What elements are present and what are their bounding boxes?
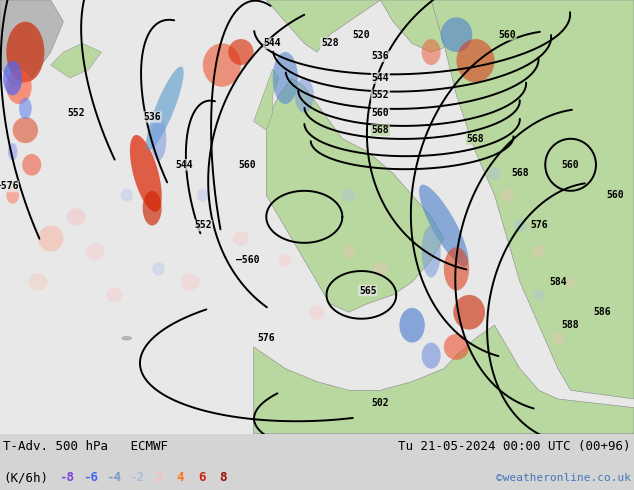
Ellipse shape bbox=[3, 61, 22, 96]
Text: 536: 536 bbox=[372, 51, 389, 61]
Text: 565: 565 bbox=[359, 286, 377, 295]
Ellipse shape bbox=[13, 117, 38, 143]
Ellipse shape bbox=[279, 254, 292, 267]
Ellipse shape bbox=[444, 247, 469, 291]
Ellipse shape bbox=[422, 39, 441, 65]
Ellipse shape bbox=[29, 273, 48, 291]
Polygon shape bbox=[254, 325, 634, 434]
Ellipse shape bbox=[233, 231, 249, 246]
Ellipse shape bbox=[130, 135, 162, 212]
Ellipse shape bbox=[197, 189, 209, 202]
Text: 552: 552 bbox=[372, 90, 389, 100]
Text: 560: 560 bbox=[372, 108, 389, 118]
Text: 528: 528 bbox=[321, 38, 339, 49]
Ellipse shape bbox=[19, 98, 32, 119]
Ellipse shape bbox=[342, 189, 355, 202]
Ellipse shape bbox=[533, 245, 545, 258]
Ellipse shape bbox=[120, 189, 133, 202]
Ellipse shape bbox=[143, 191, 162, 225]
Text: –576: –576 bbox=[0, 181, 18, 192]
Text: –560: –560 bbox=[235, 255, 259, 265]
Text: Tu 21-05-2024 00:00 UTC (00+96): Tu 21-05-2024 00:00 UTC (00+96) bbox=[398, 440, 631, 453]
Ellipse shape bbox=[6, 187, 19, 204]
Text: 544: 544 bbox=[372, 73, 389, 83]
Ellipse shape bbox=[228, 39, 254, 65]
Ellipse shape bbox=[38, 225, 63, 251]
Ellipse shape bbox=[419, 185, 469, 267]
Text: 6: 6 bbox=[198, 471, 205, 484]
Ellipse shape bbox=[456, 39, 495, 82]
Text: 2: 2 bbox=[155, 471, 162, 484]
Ellipse shape bbox=[488, 167, 501, 180]
Text: 568: 568 bbox=[372, 125, 389, 135]
Text: 568: 568 bbox=[467, 134, 484, 144]
Ellipse shape bbox=[342, 245, 355, 258]
Ellipse shape bbox=[6, 70, 32, 104]
Polygon shape bbox=[431, 0, 634, 399]
Text: 544: 544 bbox=[264, 38, 281, 49]
Ellipse shape bbox=[181, 273, 200, 291]
Text: 520: 520 bbox=[353, 30, 370, 40]
Text: (K/6h): (K/6h) bbox=[3, 471, 48, 484]
Ellipse shape bbox=[399, 308, 425, 343]
Text: 536: 536 bbox=[143, 112, 161, 122]
Ellipse shape bbox=[273, 52, 298, 104]
Ellipse shape bbox=[22, 154, 41, 175]
Polygon shape bbox=[254, 70, 279, 130]
Ellipse shape bbox=[552, 332, 564, 345]
Ellipse shape bbox=[422, 343, 441, 368]
Polygon shape bbox=[266, 78, 444, 312]
Text: 588: 588 bbox=[562, 320, 579, 330]
Ellipse shape bbox=[86, 243, 105, 260]
Text: T-Adv. 500 hPa   ECMWF: T-Adv. 500 hPa ECMWF bbox=[3, 440, 168, 453]
Ellipse shape bbox=[514, 219, 526, 232]
Ellipse shape bbox=[309, 305, 325, 320]
Ellipse shape bbox=[441, 17, 472, 52]
Text: 4: 4 bbox=[176, 471, 184, 484]
Text: 560: 560 bbox=[498, 30, 516, 40]
Text: 568: 568 bbox=[511, 169, 529, 178]
Ellipse shape bbox=[422, 225, 441, 277]
Ellipse shape bbox=[150, 117, 166, 160]
Text: 576: 576 bbox=[257, 333, 275, 343]
Ellipse shape bbox=[372, 262, 388, 275]
Text: 560: 560 bbox=[606, 190, 624, 200]
Text: 560: 560 bbox=[238, 160, 256, 170]
Polygon shape bbox=[380, 0, 539, 52]
Ellipse shape bbox=[6, 22, 44, 82]
Text: 544: 544 bbox=[175, 160, 193, 170]
Text: 586: 586 bbox=[593, 307, 611, 317]
Ellipse shape bbox=[444, 334, 469, 360]
Ellipse shape bbox=[8, 143, 17, 160]
Ellipse shape bbox=[295, 78, 314, 113]
Text: -2: -2 bbox=[129, 471, 145, 484]
Polygon shape bbox=[266, 0, 380, 52]
Text: ©weatheronline.co.uk: ©weatheronline.co.uk bbox=[496, 472, 631, 483]
Ellipse shape bbox=[152, 262, 165, 275]
Text: 552: 552 bbox=[67, 108, 85, 118]
Polygon shape bbox=[51, 44, 101, 78]
Text: -6: -6 bbox=[83, 471, 98, 484]
Ellipse shape bbox=[566, 276, 576, 287]
Ellipse shape bbox=[534, 290, 543, 300]
Ellipse shape bbox=[501, 189, 514, 202]
Ellipse shape bbox=[146, 67, 184, 150]
Ellipse shape bbox=[203, 44, 241, 87]
Text: 560: 560 bbox=[562, 160, 579, 170]
Ellipse shape bbox=[67, 208, 86, 225]
Text: 502: 502 bbox=[372, 398, 389, 408]
Ellipse shape bbox=[106, 287, 122, 302]
Polygon shape bbox=[0, 0, 63, 87]
Text: -4: -4 bbox=[107, 471, 122, 484]
Text: -8: -8 bbox=[59, 471, 74, 484]
Text: 576: 576 bbox=[530, 220, 548, 230]
Text: 8: 8 bbox=[219, 471, 227, 484]
Ellipse shape bbox=[122, 337, 132, 340]
Ellipse shape bbox=[453, 295, 485, 330]
Text: 552: 552 bbox=[194, 220, 212, 230]
Text: 584: 584 bbox=[549, 277, 567, 287]
